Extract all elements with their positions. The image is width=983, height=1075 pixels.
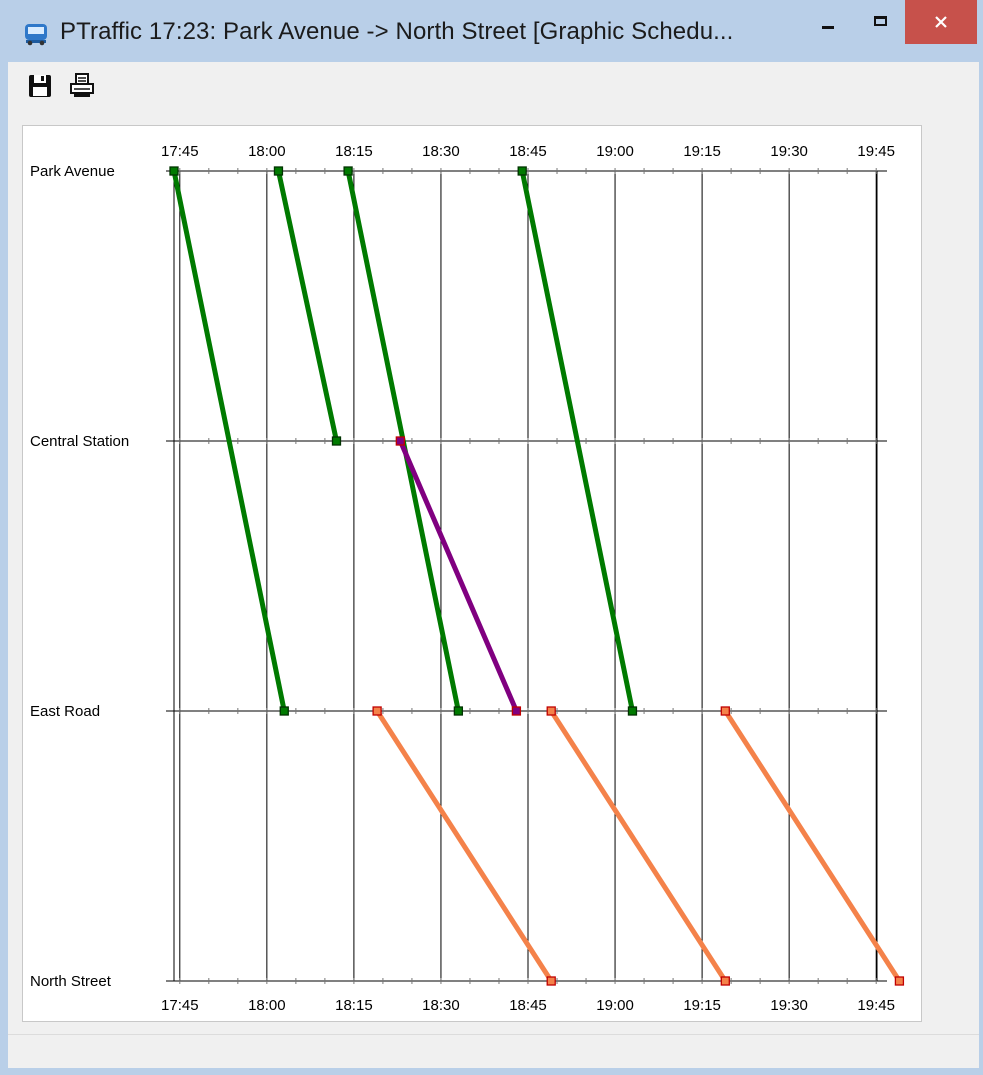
station-label: Park Avenue [30,163,115,180]
time-tick-label-top: 19:30 [770,143,808,160]
trip-end-marker [331,436,342,446]
trip-line [722,708,902,984]
window-title: PTraffic 17:23: Park Avenue -> North Str… [60,18,734,45]
toolbar [8,62,979,106]
save-button[interactable] [24,70,56,102]
trip-end-marker [279,706,289,716]
trip-start-marker [343,166,353,176]
time-tick-label-bottom: 19:45 [857,997,895,1014]
schedule-plot: 17:45 17:45 18:00 18:00 18:15 18:15 18:30 18:30… [30,143,905,1014]
time-tick-label-bottom: 18:45 [509,997,547,1014]
time-tick-label-top: 19:45 [857,143,895,160]
time-tick-label-top: 17:45 [161,143,199,160]
trip-start-marker [720,706,730,716]
time-tick-label-bottom: 19:00 [596,997,634,1014]
trip-start-marker [169,166,179,176]
graphic-schedule-chart: 17:45 17:45 18:00 18:00 18:15 18:15 18:30 18:30… [22,125,922,1022]
time-tick-label-top: 18:45 [509,143,547,160]
trip-end-marker [894,976,905,986]
trip-end-marker [627,706,638,716]
trip-start-marker [395,436,405,446]
trip-start-marker [372,706,382,716]
time-tick-label-bottom: 18:00 [248,997,286,1014]
trip-line [397,438,519,714]
close-button[interactable] [905,0,977,44]
minimize-button[interactable] [805,0,851,50]
trip-end-marker [720,976,730,986]
station-label: North Street [30,973,112,990]
time-tick-label-top: 19:00 [596,143,634,160]
trip-end-marker [453,706,464,716]
trip-line [171,168,287,714]
trip-end-marker [511,706,522,716]
trip-line [275,168,339,444]
trip-end-marker [546,976,556,986]
time-tick-label-top: 18:00 [248,143,286,160]
status-bar [8,1034,979,1068]
trip-line [519,168,635,714]
maximize-icon [873,16,887,26]
print-icon [70,73,94,97]
trip-start-marker [273,166,284,176]
trip-start-marker [546,706,556,716]
minimize-icon [822,25,834,29]
time-tick-label-top: 18:30 [422,143,460,160]
time-tick-label-top: 19:15 [683,143,721,160]
trip-line [548,708,728,984]
close-icon [935,16,947,28]
time-tick-label-bottom: 18:30 [422,997,460,1014]
station-label: East Road [30,703,100,720]
client-area: 17:45 17:45 18:00 18:00 18:15 18:15 18:30 18:30… [8,62,979,1068]
time-tick-label-bottom: 18:15 [335,997,373,1014]
trip-start-marker [517,166,527,176]
title-bar[interactable]: PTraffic 17:23: Park Avenue -> North Str… [0,0,983,62]
time-tick-label-top: 18:15 [335,143,373,160]
save-icon [29,75,51,97]
time-tick-label-bottom: 19:15 [683,997,721,1014]
time-tick-label-bottom: 17:45 [161,997,199,1014]
bus-icon [24,22,48,46]
time-tick-label-bottom: 19:30 [770,997,808,1014]
trip-line [374,708,554,984]
print-button[interactable] [66,70,98,102]
station-label: Central Station [30,433,129,450]
maximize-button[interactable] [857,0,903,50]
